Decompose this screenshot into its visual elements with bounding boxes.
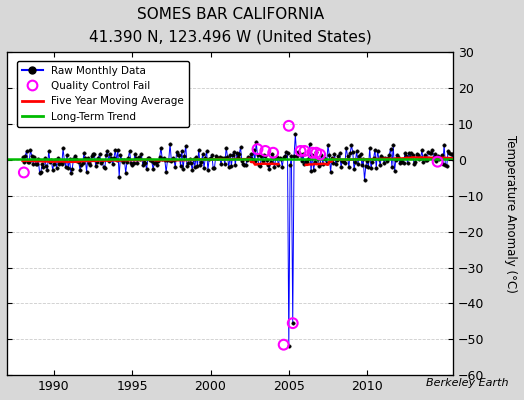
Point	[20, 169, 28, 176]
Title: SOMES BAR CALIFORNIA
41.390 N, 123.496 W (United States): SOMES BAR CALIFORNIA 41.390 N, 123.496 W…	[89, 7, 372, 44]
Y-axis label: Temperature Anomaly (°C): Temperature Anomaly (°C)	[504, 135, 517, 293]
Point	[279, 342, 288, 348]
Point	[289, 320, 297, 326]
Point	[285, 123, 293, 129]
Point	[308, 150, 316, 156]
Point	[297, 148, 305, 154]
Point	[253, 146, 261, 152]
Point	[261, 148, 269, 154]
Point	[312, 150, 320, 156]
Text: Berkeley Earth: Berkeley Earth	[426, 378, 508, 388]
Point	[300, 148, 309, 154]
Legend: Raw Monthly Data, Quality Control Fail, Five Year Moving Average, Long-Term Tren: Raw Monthly Data, Quality Control Fail, …	[17, 61, 189, 127]
Point	[316, 151, 324, 158]
Point	[269, 150, 277, 156]
Point	[433, 158, 442, 165]
